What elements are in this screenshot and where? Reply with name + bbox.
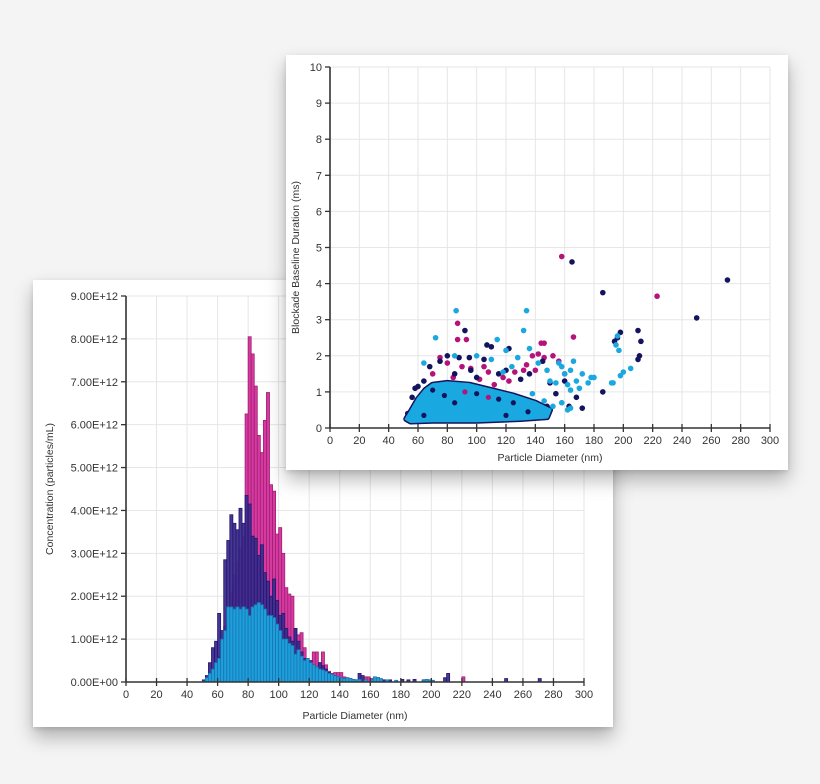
y-tick-label: 2 [316, 351, 322, 363]
x-tick-label: 20 [150, 689, 162, 701]
y-tick-label: 1 [316, 387, 322, 399]
x-tick-label: 220 [453, 689, 471, 701]
cluster-speckles [421, 387, 531, 418]
x-tick-label: 40 [181, 689, 193, 701]
x-tick-label: 200 [422, 689, 440, 701]
x-tick-label: 140 [331, 689, 349, 701]
x-tick-label: 140 [526, 435, 544, 447]
y-tick-label: 6.00E+12 [71, 420, 118, 432]
y-tick-label: 10 [310, 62, 322, 74]
x-tick-label: 280 [544, 689, 562, 701]
x-tick-label: 280 [731, 435, 749, 447]
x-tick-label: 0 [123, 689, 129, 701]
y-tick-label: 1.00E+12 [71, 634, 118, 646]
x-tick-label: 0 [327, 435, 333, 447]
x-tick-label: 180 [392, 689, 410, 701]
scatter-axes: 0 20 40 60 80 100 120 140 160 180 200 220 240 260 280 3… [310, 62, 779, 447]
x-tick-label: 100 [269, 689, 287, 701]
y-tick-label: 9 [316, 98, 322, 110]
y-tick-label: 2.00E+12 [71, 591, 118, 603]
x-tick-label: 60 [211, 689, 223, 701]
y-tick-label: 5.00E+12 [71, 463, 118, 475]
x-tick-label: 260 [702, 435, 720, 447]
y-tick-label: 0.00E+00 [71, 677, 118, 689]
scatter-chart: 0 20 40 60 80 100 120 140 160 180 200 220 240 260 280 3… [290, 62, 779, 464]
y-tick-label: 7.00E+12 [71, 377, 118, 389]
scatter-gridlines [330, 66, 771, 428]
x-tick-label: 240 [673, 435, 691, 447]
y-tick-label: 4.00E+12 [71, 505, 118, 517]
x-tick-label: 20 [353, 435, 365, 447]
histogram-y-axis-title: Concentration (particles/mL) [44, 423, 56, 555]
scatter-x-axis-title: Particle Diameter (nm) [497, 452, 602, 464]
histogram-x-axis-title: Particle Diameter (nm) [302, 710, 407, 722]
x-tick-label: 40 [383, 435, 395, 447]
y-tick-label: 4 [316, 279, 322, 291]
y-tick-label: 5 [316, 243, 322, 255]
y-tick-label: 7 [316, 170, 322, 182]
y-tick-label: 3.00E+12 [71, 548, 118, 560]
x-tick-label: 300 [575, 689, 593, 701]
scatter-panel: 0 20 40 60 80 100 120 140 160 180 200 220 240 260 280 3… [286, 55, 788, 470]
y-tick-label: 6 [316, 206, 322, 218]
x-tick-label: 120 [300, 689, 318, 701]
x-tick-label: 80 [242, 689, 254, 701]
x-tick-label: 160 [361, 689, 379, 701]
x-tick-label: 120 [497, 435, 515, 447]
x-tick-label: 220 [643, 435, 661, 447]
y-tick-label: 8.00E+12 [71, 334, 118, 346]
y-tick-label: 0 [316, 423, 322, 435]
x-tick-label: 100 [467, 435, 485, 447]
y-tick-label: 3 [316, 315, 322, 327]
scatter-series [429, 253, 660, 388]
x-tick-label: 300 [761, 435, 779, 447]
dense-cluster [404, 381, 552, 424]
y-tick-label: 9.00E+12 [71, 291, 118, 303]
x-tick-label: 240 [483, 689, 501, 701]
x-tick-label: 180 [585, 435, 603, 447]
x-tick-label: 60 [412, 435, 424, 447]
scatter-y-axis-title: Blockade Baseline Duration (ms) [290, 181, 302, 334]
x-tick-label: 160 [555, 435, 573, 447]
scatter-points [403, 253, 731, 425]
y-tick-label: 8 [316, 134, 322, 146]
x-tick-label: 260 [514, 689, 532, 701]
x-tick-label: 80 [441, 435, 453, 447]
histogram-axes: 0 20 40 60 80 100 120 140 160 180 200 220 240 260 280 3… [71, 291, 594, 701]
histogram-series [201, 602, 435, 683]
scatter-series [421, 307, 634, 413]
x-tick-label: 200 [614, 435, 632, 447]
